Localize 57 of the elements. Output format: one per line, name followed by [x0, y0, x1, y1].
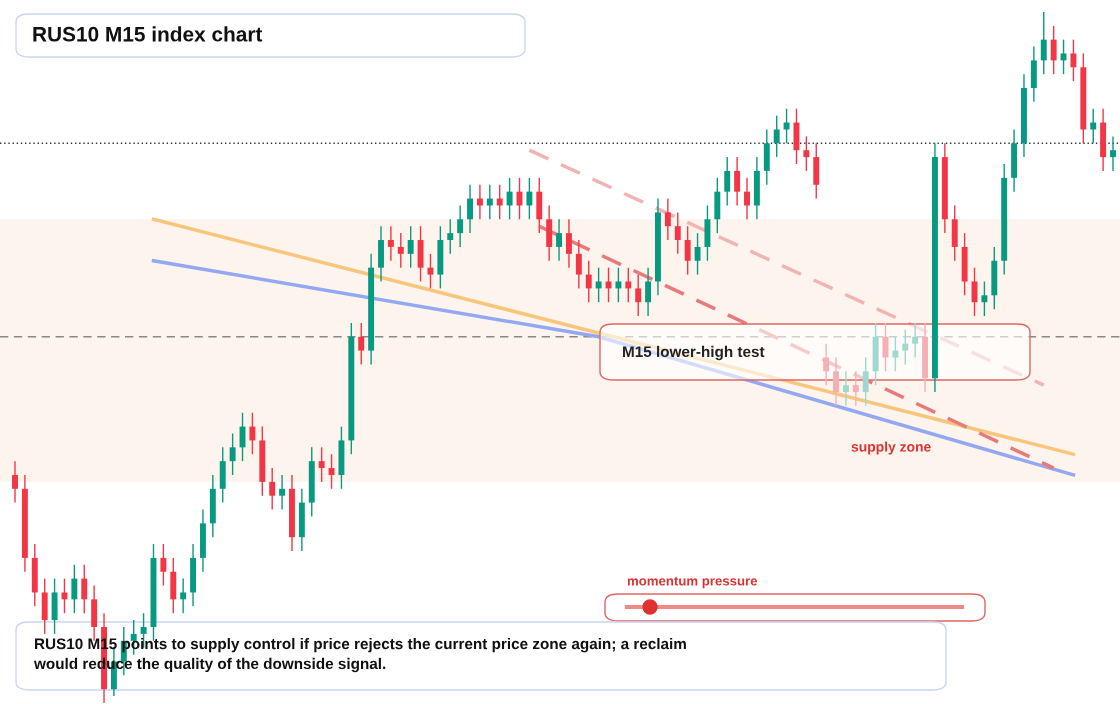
candlestick — [447, 218, 454, 255]
candlestick — [61, 577, 68, 614]
candlestick — [674, 211, 681, 255]
candlestick — [12, 460, 18, 504]
candlestick — [575, 239, 582, 290]
candlestick — [1040, 11, 1047, 75]
candlestick — [1070, 38, 1077, 82]
candlestick — [595, 266, 602, 303]
candlestick — [615, 266, 622, 303]
candlestick — [645, 266, 652, 317]
candlestick — [694, 232, 701, 276]
candlestick — [229, 432, 236, 476]
candlestick — [407, 225, 414, 269]
candlestick — [684, 225, 691, 276]
candlestick — [71, 564, 78, 614]
candlestick — [585, 260, 592, 303]
candlestick — [744, 177, 750, 220]
candlestick — [526, 177, 533, 220]
candlestick — [773, 114, 780, 158]
candlestick — [160, 543, 167, 587]
candlestick — [249, 412, 256, 455]
candlestick — [912, 322, 919, 359]
candlestick — [457, 204, 464, 248]
candlestick — [833, 356, 839, 407]
candlestick — [397, 232, 404, 269]
candlestick — [852, 370, 859, 407]
annotation: M15 lower-high test — [623, 345, 765, 361]
candlestick — [842, 370, 849, 407]
candlestick — [724, 156, 731, 207]
candlestick — [1060, 38, 1067, 75]
candlestick — [664, 197, 671, 241]
candlestick — [318, 446, 325, 483]
candlestick — [902, 329, 909, 366]
candlestick — [862, 356, 869, 407]
candlestick — [269, 467, 276, 511]
candlestick — [981, 280, 988, 317]
candlestick — [180, 577, 187, 614]
candlestick — [328, 453, 335, 490]
annotation: supply zone — [851, 441, 931, 455]
text: RUS10 M15 index chart — [33, 26, 263, 42]
candlestick — [358, 322, 365, 366]
candlestick — [467, 184, 473, 234]
candlestick — [1110, 135, 1116, 172]
candlestick — [387, 225, 394, 262]
candlestick — [823, 342, 830, 386]
candlestick — [803, 135, 810, 172]
candlestick — [635, 273, 642, 317]
candlestick — [81, 564, 88, 614]
candlestick — [625, 266, 632, 303]
candlestick — [279, 474, 286, 511]
annotation: momentum pressure — [627, 576, 758, 589]
candlestick — [734, 156, 741, 207]
candlestick — [565, 218, 572, 269]
candlestick — [427, 253, 434, 290]
candlestick — [506, 177, 513, 220]
candlestick — [556, 218, 563, 262]
candlestick — [1050, 25, 1057, 75]
